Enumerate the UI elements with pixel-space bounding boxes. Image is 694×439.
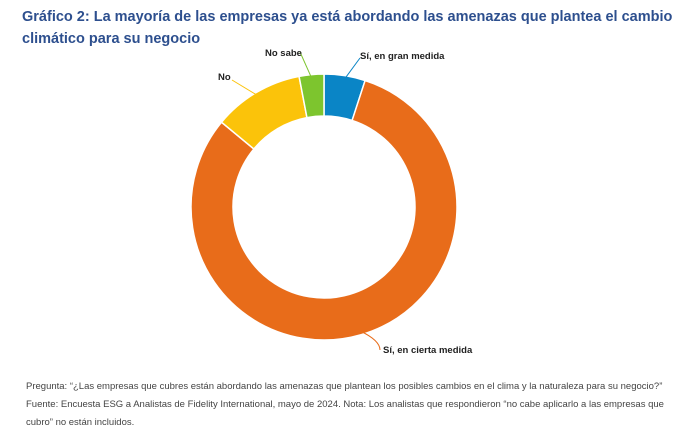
leader-line-3	[299, 51, 313, 79]
label-si-gran-medida: Sí, en gran medida	[360, 51, 445, 62]
label-no-sabe: No sabe	[265, 48, 302, 59]
label-si-cierta-medida: Sí, en cierta medida	[383, 345, 473, 356]
footnote: Pregunta: “¿Las empresas que cubres está…	[26, 381, 664, 428]
donut-slice-3	[298, 73, 325, 119]
chart-title: Gráfico 2: La mayoría de las empresas ya…	[22, 9, 673, 47]
label-no: No	[218, 72, 231, 83]
leader-line-2	[231, 79, 259, 97]
leader-line-1	[359, 330, 381, 351]
donut-slice-1	[190, 79, 458, 341]
leader-line-0	[343, 57, 361, 80]
